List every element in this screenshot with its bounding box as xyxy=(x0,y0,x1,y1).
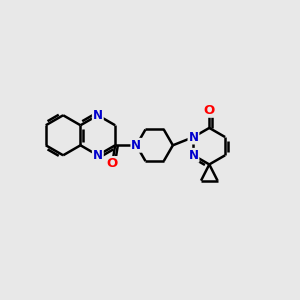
Text: N: N xyxy=(131,139,141,152)
Text: N: N xyxy=(93,149,103,162)
Text: N: N xyxy=(188,130,199,143)
Text: N: N xyxy=(188,149,199,162)
Text: N: N xyxy=(93,109,103,122)
Text: O: O xyxy=(106,157,118,170)
Text: O: O xyxy=(204,104,215,117)
